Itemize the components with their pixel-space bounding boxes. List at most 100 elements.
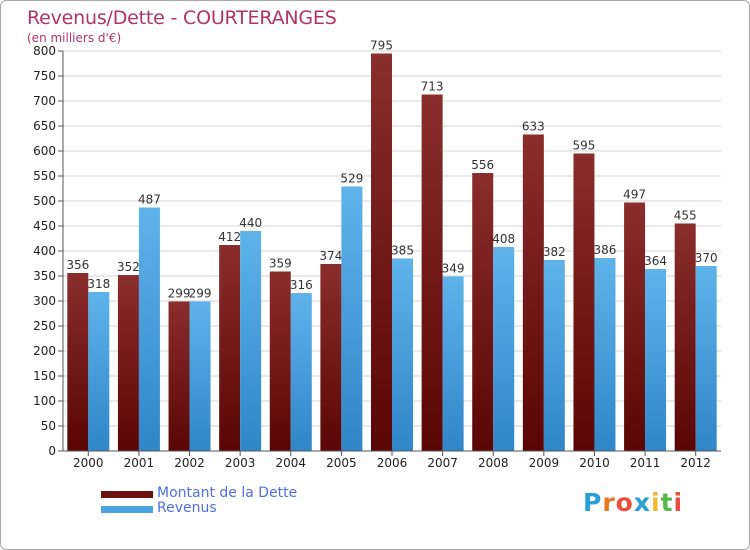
- x-tick-label: 2012: [680, 456, 711, 470]
- bar-dette-2000: [67, 273, 89, 451]
- y-tick-label: 300: [33, 294, 56, 308]
- data-label-revenus-2011: 364: [644, 254, 667, 268]
- data-label-dette-2006: 795: [370, 39, 393, 53]
- data-label-dette-2000: 356: [66, 258, 89, 272]
- x-tick-label: 2003: [225, 456, 256, 470]
- y-tick-label: 800: [33, 44, 56, 58]
- bar-dette-2003: [219, 245, 241, 451]
- data-label-revenus-2010: 386: [594, 243, 617, 257]
- bar-dette-2012: [674, 223, 696, 451]
- bar-revenus-2008: [493, 247, 515, 451]
- proxiti-logo: Proxiti: [583, 488, 683, 517]
- bar-dette-2004: [269, 271, 291, 451]
- bar-revenus-2007: [442, 276, 464, 451]
- x-tick-label: 2001: [124, 456, 155, 470]
- x-tick-label: 2007: [427, 456, 458, 470]
- data-label-revenus-2008: 408: [492, 232, 515, 246]
- logo-letter: i: [651, 488, 661, 517]
- data-label-dette-2010: 595: [573, 139, 596, 153]
- bar-revenus-2011: [645, 269, 667, 451]
- bar-dette-2006: [371, 53, 392, 451]
- logo-letter: x: [633, 488, 651, 517]
- data-label-revenus-2000: 318: [87, 277, 110, 291]
- chart-title: Revenus/Dette - COURTERANGES: [27, 7, 337, 29]
- bar-dette-2001: [117, 275, 139, 451]
- x-tick-label: 2008: [478, 456, 509, 470]
- x-tick-label: 2000: [73, 456, 104, 470]
- x-tick-label: 2005: [326, 456, 357, 470]
- bars: [67, 53, 717, 451]
- bar-dette-2011: [624, 202, 646, 451]
- y-tick-label: 100: [33, 394, 56, 408]
- data-label-revenus-2001: 487: [138, 193, 161, 207]
- data-label-dette-2005: 374: [319, 249, 342, 263]
- legend-label-dette: Montant de la Dette: [157, 485, 298, 501]
- legend-swatch-revenus: [101, 506, 153, 513]
- data-label-dette-2002: 299: [168, 287, 191, 301]
- x-tick-label: 2006: [377, 456, 408, 470]
- data-label-revenus-2012: 370: [695, 251, 718, 265]
- y-tick-label: 550: [33, 169, 56, 183]
- bar-revenus-2009: [543, 260, 565, 451]
- y-tick-label: 250: [33, 319, 56, 333]
- y-tick-label: 450: [33, 219, 56, 233]
- bar-dette-2002: [168, 301, 190, 451]
- x-tick-label: 2004: [275, 456, 306, 470]
- bar-revenus-2012: [695, 266, 717, 451]
- bar-revenus-2006: [392, 258, 413, 451]
- bar-revenus-2010: [594, 258, 616, 451]
- data-label-dette-2004: 359: [269, 257, 292, 271]
- legend-label-revenus: Revenus: [157, 500, 217, 516]
- bar-revenus-2000: [88, 292, 110, 451]
- data-label-revenus-2009: 382: [543, 245, 566, 259]
- data-label-revenus-2007: 349: [442, 262, 465, 276]
- y-tick-label: 500: [33, 194, 56, 208]
- data-label-revenus-2002: 299: [189, 287, 212, 301]
- data-label-dette-2008: 556: [471, 158, 494, 172]
- x-tick-label: 2010: [579, 456, 610, 470]
- bar-revenus-2004: [290, 293, 312, 451]
- y-tick-label: 350: [33, 269, 56, 283]
- data-label-revenus-2004: 316: [290, 278, 313, 292]
- logo-letter: r: [602, 488, 616, 517]
- data-label-revenus-2006: 385: [391, 244, 414, 258]
- y-tick-label: 150: [33, 369, 56, 383]
- data-label-dette-2007: 713: [421, 80, 444, 94]
- x-tick-label: 2011: [630, 456, 661, 470]
- logo-letter: P: [583, 488, 603, 517]
- y-tick-label: 700: [33, 94, 56, 108]
- y-tick-label: 50: [41, 419, 56, 433]
- data-label-revenus-2003: 440: [239, 216, 262, 230]
- data-label-dette-2001: 352: [117, 260, 140, 274]
- bar-dette-2007: [421, 94, 443, 451]
- y-tick-label: 750: [33, 69, 56, 83]
- logo-letter: o: [615, 488, 634, 517]
- logo-letter: t: [660, 488, 674, 517]
- y-tick-label: 400: [33, 244, 56, 258]
- y-tick-label: 200: [33, 344, 56, 358]
- x-tick-label: 2002: [174, 456, 205, 470]
- bar-dette-2009: [522, 134, 544, 451]
- y-tick-label: 0: [48, 444, 56, 458]
- axes: 0 50 100 150 200 250 300 350 400 450 500 550 600 650 7…: [33, 44, 721, 470]
- x-tick-label: 2009: [529, 456, 560, 470]
- bar-revenus-2001: [138, 207, 160, 451]
- data-label-dette-2009: 633: [522, 120, 545, 134]
- data-label-dette-2012: 455: [674, 209, 697, 223]
- bar-revenus-2002: [189, 301, 211, 451]
- y-tick-label: 600: [33, 144, 56, 158]
- data-label-dette-2003: 412: [218, 230, 241, 244]
- y-tick-label: 650: [33, 119, 56, 133]
- logo-letter: i: [673, 488, 684, 517]
- bar-dette-2005: [320, 264, 342, 451]
- bar-dette-2010: [573, 153, 595, 451]
- legend-swatch-dette: [101, 491, 153, 498]
- data-label-dette-2011: 497: [623, 188, 646, 202]
- chart-subtitle: (en milliers d'€): [27, 31, 122, 45]
- bar-dette-2008: [472, 173, 494, 451]
- bar-revenus-2003: [240, 231, 262, 451]
- data-label-revenus-2005: 529: [340, 172, 363, 186]
